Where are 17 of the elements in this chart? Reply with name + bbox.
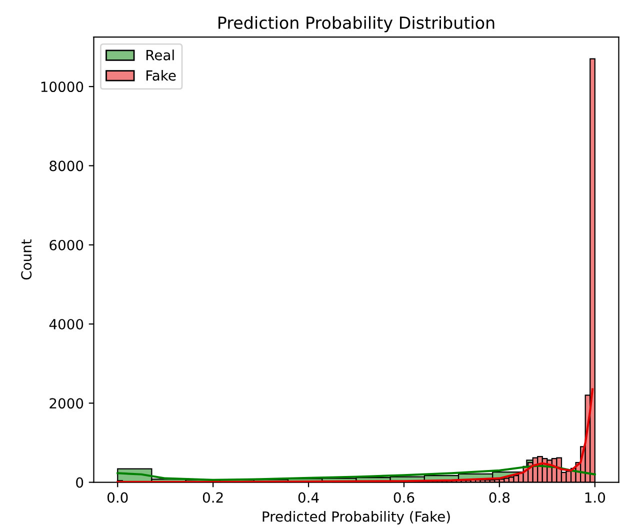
x-tick-label: 0.0 xyxy=(107,492,128,503)
x-tick-label: 0.8 xyxy=(489,492,510,503)
y-tick-label: 10000 xyxy=(41,82,84,92)
x-tick-label: 1.0 xyxy=(585,492,606,503)
y-tick-label: 6000 xyxy=(50,240,84,250)
y-tick-label: 8000 xyxy=(50,160,84,172)
legend-label: Fake xyxy=(146,70,176,81)
y-axis-title: Count xyxy=(21,239,32,280)
x-axis-title: Predicted Probability (Fake) xyxy=(262,511,450,524)
x-tick-label: 0.4 xyxy=(298,492,319,503)
y-tick-label: 4000 xyxy=(49,318,84,330)
chart-title: Prediction Probability Distribution xyxy=(218,16,494,32)
x-tick-label: 0.2 xyxy=(202,492,223,503)
legend-label: Real xyxy=(146,50,174,60)
y-tick-label: 2000 xyxy=(50,398,84,409)
y-tick-label: 0 xyxy=(76,477,84,488)
x-tick-label: 0.6 xyxy=(394,492,414,503)
